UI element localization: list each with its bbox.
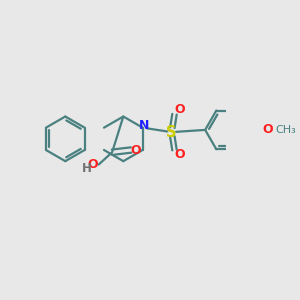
Text: S: S	[167, 124, 177, 140]
Text: H: H	[82, 162, 92, 175]
Text: N: N	[139, 119, 149, 132]
Text: O: O	[131, 143, 141, 157]
Text: O: O	[263, 123, 273, 136]
Text: O: O	[87, 158, 98, 171]
Text: CH₃: CH₃	[275, 125, 296, 135]
Text: O: O	[175, 148, 185, 161]
Text: O: O	[175, 103, 185, 116]
